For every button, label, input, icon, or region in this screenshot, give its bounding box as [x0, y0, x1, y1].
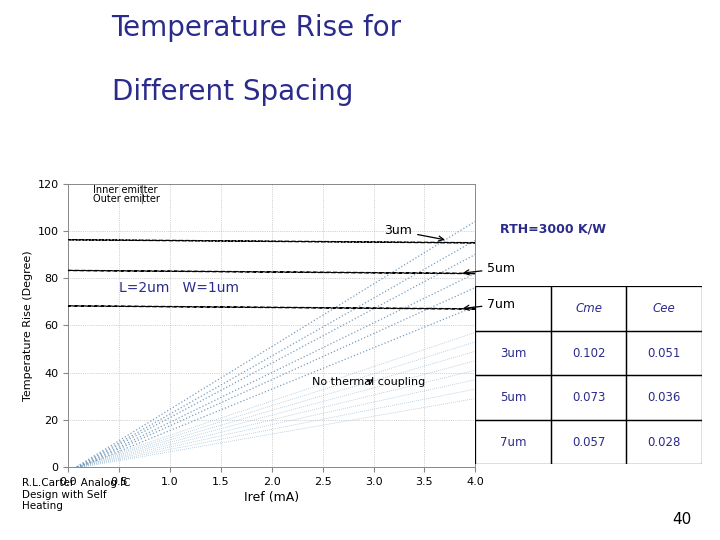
Bar	[475, 420, 551, 464]
Text: 3um: 3um	[500, 347, 526, 360]
Bar	[626, 375, 702, 420]
Text: Cee: Cee	[653, 302, 675, 315]
Bar	[475, 330, 551, 375]
Text: No thermal coupling: No thermal coupling	[312, 377, 426, 387]
Bar	[475, 286, 551, 330]
Text: 7um: 7um	[464, 298, 516, 310]
Text: 0.102: 0.102	[572, 347, 606, 360]
Y-axis label: Temperature Rise (Degree): Temperature Rise (Degree)	[23, 250, 33, 401]
Bar	[626, 330, 702, 375]
Text: Cme: Cme	[575, 302, 602, 315]
Bar	[551, 375, 626, 420]
X-axis label: Iref (mA): Iref (mA)	[244, 491, 300, 504]
Text: RTH=3000 K/W: RTH=3000 K/W	[500, 223, 606, 236]
Text: Different Spacing: Different Spacing	[112, 78, 353, 106]
Text: 0.028: 0.028	[647, 436, 681, 449]
Text: 5um: 5um	[500, 391, 526, 404]
Text: R.L.Carter  Analog IC
Design with Self
Heating: R.L.Carter Analog IC Design with Self He…	[22, 478, 130, 511]
Text: 3um: 3um	[384, 224, 444, 241]
Text: 0.073: 0.073	[572, 391, 606, 404]
Text: Temperature Rise for: Temperature Rise for	[112, 14, 402, 42]
Text: 0.036: 0.036	[647, 391, 681, 404]
Text: 7um: 7um	[500, 436, 526, 449]
Text: Outer emitter: Outer emitter	[93, 194, 160, 204]
Bar	[626, 286, 702, 330]
Bar	[626, 420, 702, 464]
Text: 40: 40	[672, 511, 691, 526]
Bar	[551, 286, 626, 330]
Text: 0.057: 0.057	[572, 436, 606, 449]
Text: 5um: 5um	[464, 262, 516, 275]
Bar	[475, 375, 551, 420]
Bar	[551, 330, 626, 375]
Text: L=2um   W=1um: L=2um W=1um	[120, 281, 239, 295]
Bar	[551, 420, 626, 464]
Text: 0.051: 0.051	[647, 347, 681, 360]
Text: Inner emitter: Inner emitter	[93, 185, 157, 195]
